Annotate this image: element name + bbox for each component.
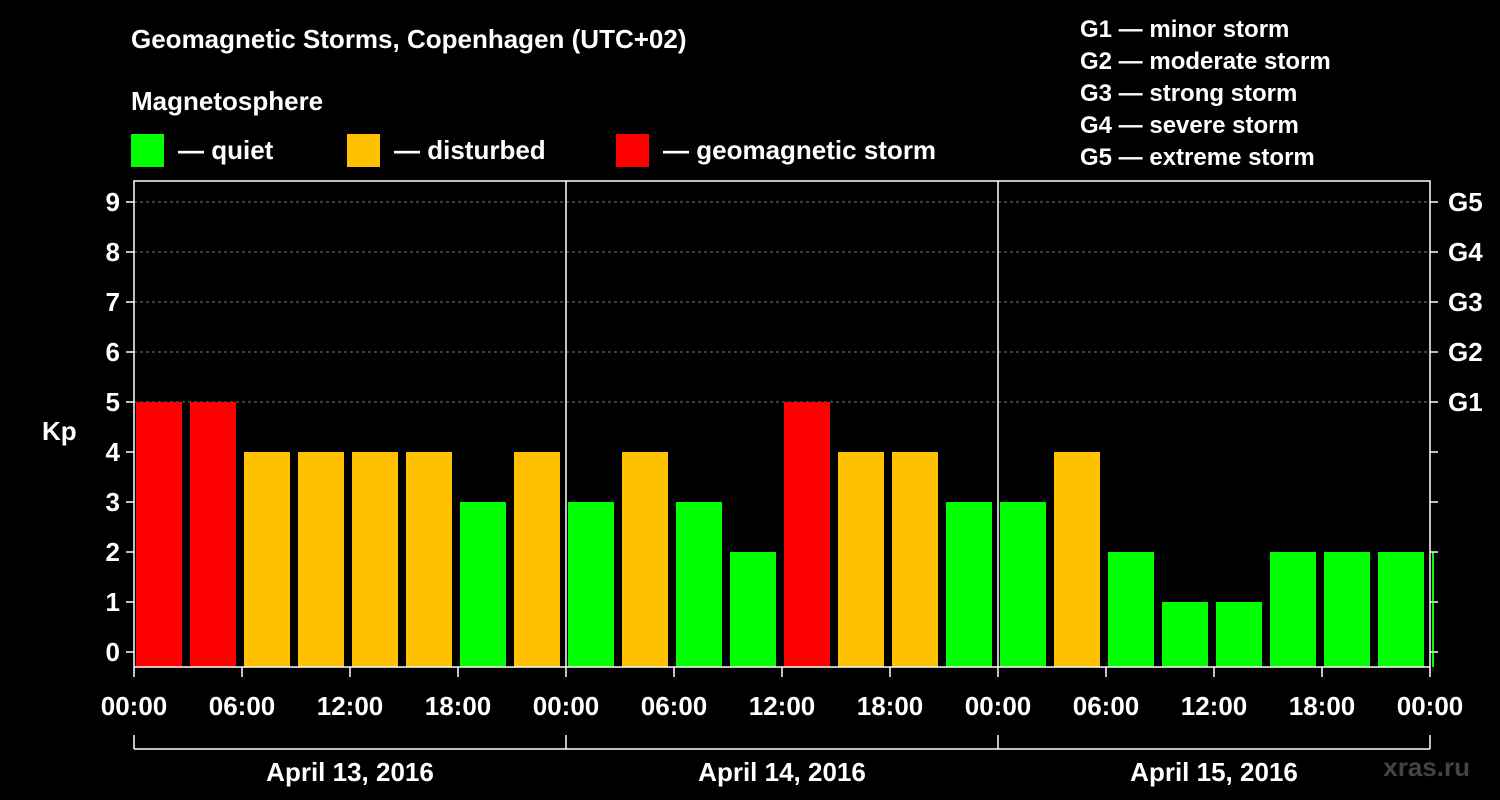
chart-title: Geomagnetic Storms, Copenhagen (UTC+02) bbox=[131, 24, 687, 54]
g-scale-label: G3 bbox=[1448, 287, 1483, 317]
x-tick-label: 00:00 bbox=[1397, 691, 1464, 721]
storm-level-g3: G3 — strong storm bbox=[1080, 80, 1298, 107]
date-label: April 14, 2016 bbox=[698, 757, 866, 787]
date-label: April 15, 2016 bbox=[1130, 757, 1298, 787]
x-tick-label: 18:00 bbox=[857, 691, 924, 721]
y-tick-label: 2 bbox=[106, 537, 120, 567]
legend-swatch-quiet bbox=[131, 133, 164, 167]
y-tick-label: 1 bbox=[106, 587, 120, 617]
g-scale-label: G2 bbox=[1448, 337, 1483, 367]
kp-bar bbox=[244, 452, 290, 667]
kp-bar bbox=[1324, 552, 1370, 667]
legend-item-quiet: — quiet bbox=[131, 133, 273, 167]
kp-bar bbox=[784, 402, 830, 667]
y-tick-label: 6 bbox=[106, 337, 120, 367]
y-tick-label: 9 bbox=[106, 187, 120, 217]
y-tick-label: 5 bbox=[106, 387, 120, 417]
storm-level-legend: G1 — minor storm G2 — moderate storm G3 … bbox=[1080, 14, 1331, 174]
kp-bar bbox=[946, 502, 992, 667]
x-tick-label: 00:00 bbox=[533, 691, 600, 721]
legend-label-quiet: — quiet bbox=[178, 134, 274, 165]
kp-bar bbox=[730, 552, 776, 667]
kp-bar bbox=[1162, 602, 1208, 667]
storm-level-g2: G2 — moderate storm bbox=[1080, 48, 1331, 75]
g-scale-label: G4 bbox=[1448, 237, 1483, 267]
storm-level-g1: G1 — minor storm bbox=[1080, 16, 1290, 43]
legend-label-disturbed: — disturbed bbox=[394, 134, 546, 165]
y-tick-label: 7 bbox=[106, 287, 120, 317]
kp-bar bbox=[190, 402, 236, 667]
x-tick-label: 12:00 bbox=[749, 691, 816, 721]
kp-bar bbox=[1000, 502, 1046, 667]
storm-level-g4: G4 — severe storm bbox=[1080, 112, 1299, 139]
x-tick-label: 06:00 bbox=[209, 691, 276, 721]
kp-bar bbox=[892, 452, 938, 667]
legend-item-disturbed: — disturbed bbox=[347, 133, 546, 167]
legend-label-storm: — geomagnetic storm bbox=[663, 134, 937, 165]
kp-bar bbox=[838, 452, 884, 667]
kp-bar bbox=[1432, 552, 1434, 667]
x-tick-label: 18:00 bbox=[1289, 691, 1356, 721]
x-tick-label: 12:00 bbox=[317, 691, 384, 721]
g-scale-label: G1 bbox=[1448, 387, 1483, 417]
kp-bar bbox=[136, 402, 182, 667]
y-axis-label: Kp bbox=[42, 416, 77, 446]
x-tick-label: 18:00 bbox=[425, 691, 492, 721]
kp-bar bbox=[1216, 602, 1262, 667]
magnetosphere-legend-title: Magnetosphere bbox=[131, 86, 324, 116]
kp-bar bbox=[676, 502, 722, 667]
x-tick-label: 12:00 bbox=[1181, 691, 1248, 721]
watermark: xras.ru bbox=[1383, 752, 1470, 782]
y-tick-label: 4 bbox=[106, 437, 121, 467]
kp-bar bbox=[1054, 452, 1100, 667]
legend-swatch-storm bbox=[616, 133, 649, 167]
date-label: April 13, 2016 bbox=[266, 757, 434, 787]
x-tick-label: 00:00 bbox=[965, 691, 1032, 721]
y-tick-label: 0 bbox=[106, 637, 120, 667]
x-tick-label: 06:00 bbox=[1073, 691, 1140, 721]
kp-bar bbox=[622, 452, 668, 667]
legend-item-storm: — geomagnetic storm bbox=[616, 133, 936, 167]
kp-bar bbox=[1378, 552, 1424, 667]
kp-bar bbox=[352, 452, 398, 667]
kp-bar bbox=[1108, 552, 1154, 667]
kp-bar bbox=[298, 452, 344, 667]
y-tick-label: 3 bbox=[106, 487, 120, 517]
legend-swatch-disturbed bbox=[347, 133, 380, 167]
kp-bar bbox=[568, 502, 614, 667]
kp-bar bbox=[460, 502, 506, 667]
kp-bar bbox=[406, 452, 452, 667]
x-tick-label: 00:00 bbox=[101, 691, 168, 721]
g-scale-label: G5 bbox=[1448, 187, 1483, 217]
kp-bar bbox=[514, 452, 560, 667]
y-tick-label: 8 bbox=[106, 237, 120, 267]
storm-level-g5: G5 — extreme storm bbox=[1080, 144, 1315, 171]
kp-bar bbox=[1270, 552, 1316, 667]
x-tick-label: 06:00 bbox=[641, 691, 708, 721]
